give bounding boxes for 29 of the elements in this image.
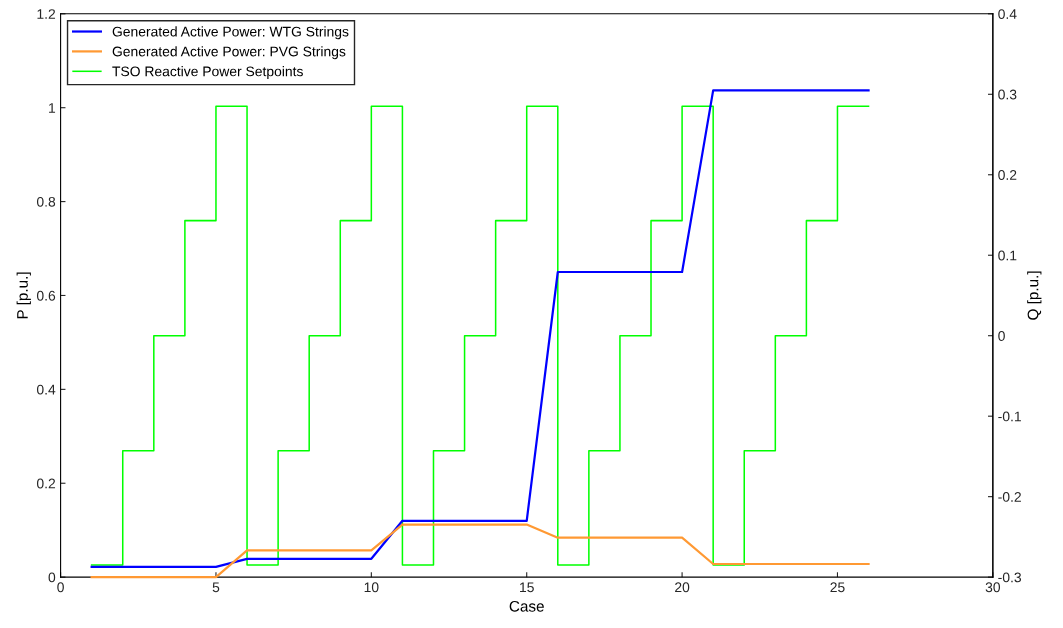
x-tick-label: 20 [675, 582, 690, 593]
y2-tick-label: 0 [998, 331, 1005, 341]
y-tick-label: 0.6 [36, 290, 56, 301]
legend-label: Generated Active Power: PVG Strings [112, 46, 346, 60]
y-tick-label: 0.4 [36, 384, 56, 395]
y-axis-title: P [p.u.] [16, 272, 31, 319]
y2-tick-label: -0.3 [998, 572, 1022, 583]
x-tick-label: 25 [830, 582, 845, 593]
y-tick-label: 0 [48, 572, 56, 583]
legend-label: Generated Active Power: WTG Strings [112, 26, 349, 40]
x-tick-label: 0 [57, 582, 64, 593]
y-tick-label: 1 [49, 103, 56, 113]
y2-tick-label: 0.2 [998, 170, 1017, 180]
legend-label: TSO Reactive Power Setpoints [112, 66, 303, 80]
x-tick-label: 30 [985, 582, 1001, 593]
y2-tick-label: 0.1 [998, 250, 1017, 261]
y2-axis-title: Q [p.u.] [1027, 271, 1042, 320]
y2-tick-label: 0.3 [998, 89, 1017, 100]
x-tick-label: 15 [520, 582, 534, 593]
y-tick-label: 0.8 [36, 196, 56, 207]
x-axis-title: Case [509, 600, 544, 612]
y2-tick-label: -0.1 [998, 411, 1021, 422]
y-tick-label: 1.2 [37, 9, 56, 19]
y2-tick-label: -0.2 [998, 491, 1021, 502]
line-series [90, 523, 870, 579]
x-tick-label: 10 [364, 582, 379, 593]
y2-tick-label: 0.4 [998, 9, 1017, 19]
x-tick-label: 5 [212, 582, 220, 593]
y-tick-label: 0.2 [36, 478, 56, 489]
